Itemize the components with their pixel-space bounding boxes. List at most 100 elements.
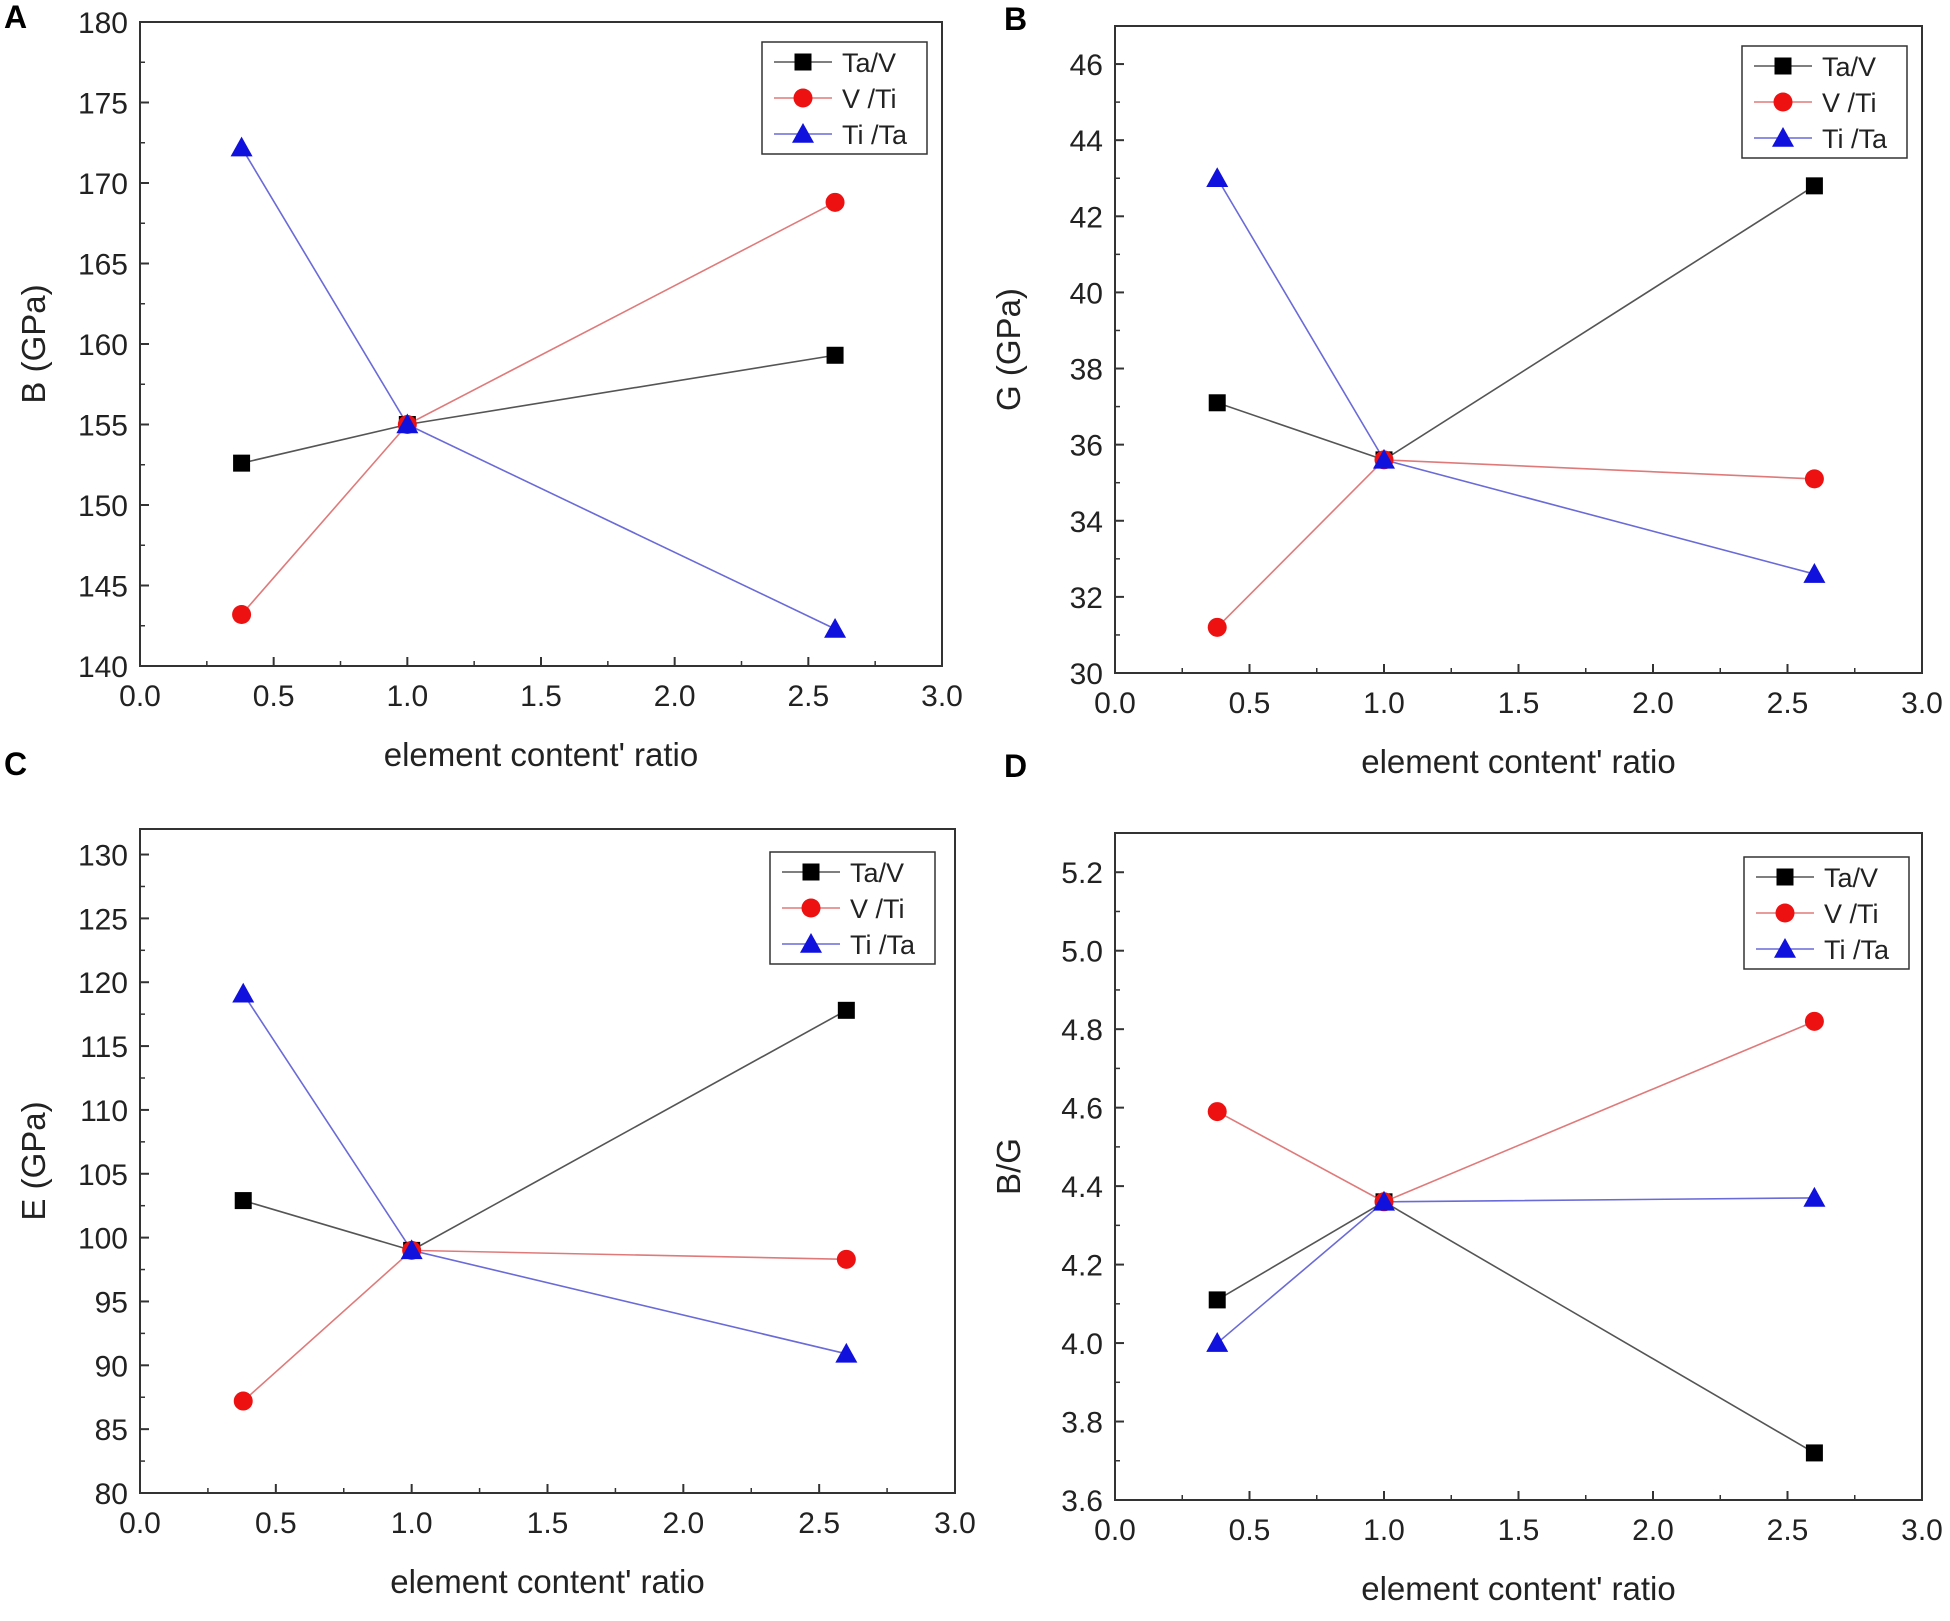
- x-tick-label: 0.0: [119, 1507, 161, 1540]
- x-tick-label: 0.0: [1094, 687, 1136, 720]
- data-point: [836, 1249, 856, 1269]
- y-tick-label: 105: [78, 1159, 128, 1192]
- legend-entry: Ti /Ta: [850, 930, 916, 960]
- data-point: [1803, 563, 1826, 583]
- x-tick-label: 2.5: [1767, 687, 1809, 720]
- legend-entry: Ti /Ta: [1822, 124, 1888, 154]
- y-tick-label: 160: [78, 329, 128, 362]
- x-tick-label: 3.0: [1901, 1514, 1943, 1547]
- series-line: [1216, 1200, 1815, 1454]
- y-tick-label: 115: [80, 1031, 128, 1064]
- legend-marker: [1774, 57, 1792, 75]
- y-tick-label: 4.0: [1061, 1328, 1103, 1361]
- data-point: [396, 413, 419, 434]
- y-axis-label: G (GPa): [990, 288, 1027, 411]
- y-axis-label: B (GPa): [15, 284, 52, 403]
- legend-entry: V /Ti: [842, 84, 897, 114]
- y-tick-label: 42: [1070, 201, 1103, 234]
- legend-marker: [794, 53, 812, 71]
- y-axis-label: B/G: [990, 1138, 1027, 1195]
- y-tick-label: 90: [95, 1350, 128, 1383]
- y-tick-label: 180: [78, 7, 128, 40]
- y-tick-label: 155: [78, 410, 128, 443]
- panel-letter: A: [4, 0, 27, 35]
- data-point: [233, 454, 251, 472]
- data-point: [1373, 1190, 1395, 1211]
- y-tick-label: 5.2: [1061, 857, 1103, 890]
- y-axis-label: E (GPa): [15, 1101, 52, 1220]
- y-tick-label: 4.2: [1061, 1250, 1103, 1283]
- data-point: [230, 136, 253, 157]
- data-point: [1373, 448, 1395, 469]
- series-line: [1216, 1020, 1815, 1203]
- y-tick-label: 175: [78, 88, 128, 121]
- data-point: [234, 1192, 252, 1210]
- chart-panel-a: A 0.0 0.5 1.0 1.5 2.0 2.5 3.0 140 145 150 155 160 165…: [4, 0, 963, 773]
- x-tick-label: 2.5: [1767, 1514, 1809, 1547]
- x-axis-label: element content' ratio: [1361, 743, 1675, 780]
- data-point: [826, 346, 844, 364]
- legend-entry: V /Ti: [1824, 899, 1879, 929]
- data-point: [1206, 1332, 1229, 1352]
- x-tick-label: 2.0: [654, 680, 696, 713]
- data-point: [1206, 167, 1229, 188]
- legend-entry: Ta/V: [1824, 863, 1878, 893]
- y-tick-label: 150: [78, 490, 128, 523]
- legend-marker: [1775, 903, 1795, 923]
- data-point: [400, 1239, 423, 1260]
- y-tick-label: 145: [78, 571, 128, 604]
- y-tick-label: 40: [1070, 277, 1103, 310]
- x-axis-label: element content' ratio: [384, 736, 698, 773]
- x-tick-label: 2.0: [1632, 687, 1674, 720]
- x-tick-label: 2.5: [787, 680, 829, 713]
- data-point: [1803, 1186, 1826, 1207]
- chart-panel-b: B 0.0 0.5 1.0 1.5 2.0 2.5 3.0 30 32 34 36 38 40 42 44 46…: [990, 1, 1943, 780]
- legend-marker: [792, 123, 814, 143]
- series-line: [241, 354, 836, 464]
- series-line: [240, 147, 836, 630]
- legend-marker: [1774, 938, 1796, 958]
- x-axis-label: element content' ratio: [1361, 1570, 1675, 1607]
- y-tick-label: 4.6: [1061, 1093, 1103, 1126]
- x-tick-label: 1.0: [1363, 1514, 1405, 1547]
- series-line: [1216, 1197, 1815, 1344]
- x-tick-label: 1.5: [1498, 1514, 1540, 1547]
- chart-panel-d: D 0.0 0.5 1.0 1.5 2.0 2.5 3.0 3.6 3.8 4.0 4.2 4.4 4.6…: [990, 748, 1943, 1607]
- data-point: [1805, 1444, 1823, 1462]
- y-tick-label: 46: [1070, 49, 1103, 82]
- data-point: [1804, 1011, 1824, 1031]
- x-tick-label: 1.0: [1363, 687, 1405, 720]
- legend-entry: V /Ti: [1822, 88, 1877, 118]
- series-line: [240, 201, 836, 616]
- legend-marker: [793, 88, 813, 108]
- x-tick-label: 3.0: [1901, 687, 1943, 720]
- y-tick-label: 120: [78, 967, 128, 1000]
- legend: Ta/V V /Ti Ti /Ta: [761, 41, 928, 155]
- panel-letter: C: [4, 746, 27, 782]
- x-tick-label: 1.0: [386, 680, 428, 713]
- y-tick-label: 130: [78, 840, 128, 873]
- x-tick-label: 3.0: [921, 680, 963, 713]
- legend: Ta/V V /Ti Ti /Ta: [1743, 856, 1910, 970]
- y-tick-label: 5.0: [1061, 936, 1103, 969]
- x-tick-label: 1.5: [1498, 687, 1540, 720]
- legend-marker: [1773, 92, 1793, 112]
- data-point: [232, 982, 255, 1003]
- data-point: [1208, 1291, 1226, 1309]
- y-tick-label: 110: [80, 1095, 128, 1128]
- y-tick-label: 3.6: [1061, 1485, 1103, 1518]
- data-point: [824, 617, 847, 638]
- series-line: [242, 1249, 847, 1402]
- data-point: [232, 604, 252, 624]
- data-point: [825, 192, 845, 212]
- legend: Ta/V V /Ti Ti /Ta: [1741, 45, 1908, 159]
- data-point: [233, 1391, 253, 1411]
- x-tick-label: 0.0: [119, 680, 161, 713]
- x-tick-label: 0.5: [1229, 1514, 1271, 1547]
- x-tick-label: 2.5: [798, 1507, 840, 1540]
- x-tick-label: 0.5: [255, 1507, 297, 1540]
- data-point: [1804, 469, 1824, 489]
- y-tick-label: 32: [1070, 582, 1103, 615]
- data-point: [835, 1342, 858, 1363]
